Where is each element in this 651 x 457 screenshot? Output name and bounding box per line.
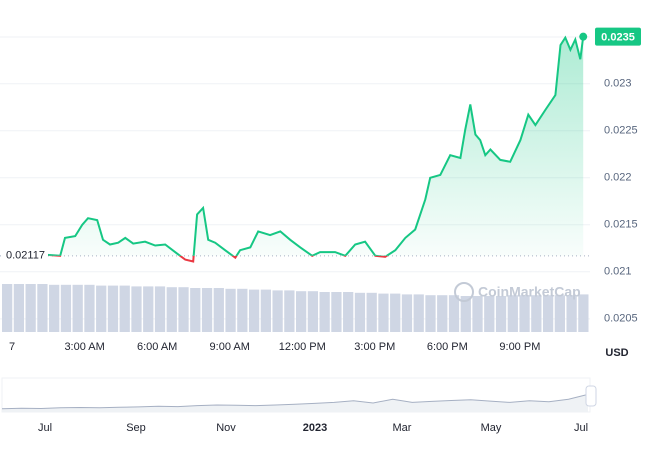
x-tick-label: 9:00 AM	[210, 341, 250, 353]
navigator-label: 2023	[303, 422, 327, 434]
reference-label: 0.02117	[6, 250, 45, 262]
volume-bar	[578, 294, 589, 332]
x-tick-label: 6:00 AM	[137, 341, 177, 353]
volume-bar	[237, 288, 248, 332]
volume-bar	[178, 287, 189, 332]
volume-bar	[284, 290, 295, 332]
volume-bar	[354, 292, 366, 332]
x-tick-label: 7	[9, 341, 15, 353]
volume-bar	[437, 295, 448, 332]
volume-bar	[343, 292, 354, 332]
y-tick-label: 0.0205	[604, 313, 638, 325]
navigator-label: Mar	[393, 422, 412, 434]
y-tick-label: 0.023	[604, 78, 632, 90]
volume-bar	[472, 296, 483, 332]
watermark: CoinMarketCap	[478, 284, 581, 300]
volume-bar	[225, 288, 236, 332]
navigator-line	[1, 393, 589, 410]
volume-bar	[484, 296, 495, 332]
volume-bar	[531, 295, 542, 332]
price-badge-label: 0.0235	[601, 32, 635, 44]
volume-bar	[260, 289, 271, 332]
volume-bar	[13, 284, 25, 332]
volume-bar	[131, 286, 142, 332]
volume-bar	[519, 295, 530, 332]
navigator-label: May	[481, 422, 502, 434]
volume-bar	[378, 293, 389, 332]
volume-bar	[495, 296, 507, 332]
volume-bar	[296, 291, 307, 332]
price-badge	[595, 27, 641, 46]
volume-bar	[460, 296, 471, 332]
volume-bar	[507, 295, 518, 332]
currency-label: USD	[605, 347, 628, 359]
navigator-label: Jul	[38, 422, 52, 434]
volume-bar	[307, 291, 319, 332]
price-area	[47, 36, 584, 256]
volume-bar	[213, 288, 224, 332]
volume-bar	[190, 288, 201, 332]
volume-bar	[2, 284, 13, 332]
x-tick-label: 12:00 PM	[279, 341, 326, 353]
volume-bar	[390, 293, 401, 332]
volume-bar	[331, 292, 342, 332]
last-point	[579, 32, 588, 41]
volume-bar	[554, 295, 565, 332]
volume-bar	[84, 284, 95, 332]
volume-bar	[448, 295, 460, 332]
x-tick-label: 3:00 PM	[354, 341, 395, 353]
volume-bar	[272, 290, 283, 332]
navigator-label: Sep	[126, 422, 146, 434]
volume-bar	[37, 284, 48, 332]
volume-bar	[413, 294, 424, 332]
volume-bar	[248, 289, 260, 332]
volume-bar	[49, 284, 60, 332]
price-line	[47, 35, 585, 256]
navigator-handle[interactable]	[585, 385, 597, 407]
volume-bar	[366, 292, 377, 332]
volume-bar	[542, 295, 554, 332]
volume-bar	[154, 286, 166, 332]
volume-bar	[119, 285, 130, 332]
navigator-label: Nov	[216, 422, 236, 434]
volume-bar	[60, 284, 72, 332]
y-tick-label: 0.021	[604, 266, 632, 278]
volume-bar	[425, 295, 436, 332]
y-tick-label: 0.0215	[604, 219, 638, 231]
volume-bar	[566, 295, 577, 332]
volume-bar	[319, 292, 330, 332]
navigator-label: Jul	[574, 422, 588, 434]
volume-bar	[143, 286, 154, 332]
reference-label-bg	[2, 247, 48, 264]
watermark-logo	[454, 282, 474, 302]
y-tick-label: 0.022	[604, 172, 632, 184]
volume-bar	[107, 285, 119, 332]
x-tick-label: 9:00 PM	[499, 341, 540, 353]
volume-bar	[201, 288, 213, 332]
volume-bar	[166, 287, 177, 332]
navigator-area	[2, 394, 588, 412]
volume-bar	[96, 285, 107, 332]
volume-bar	[25, 284, 36, 332]
volume-bar	[72, 284, 83, 332]
volume-bar	[401, 294, 413, 332]
y-tick-label: 0.0225	[604, 125, 638, 137]
x-tick-label: 3:00 AM	[64, 341, 104, 353]
x-tick-label: 6:00 PM	[427, 341, 468, 353]
